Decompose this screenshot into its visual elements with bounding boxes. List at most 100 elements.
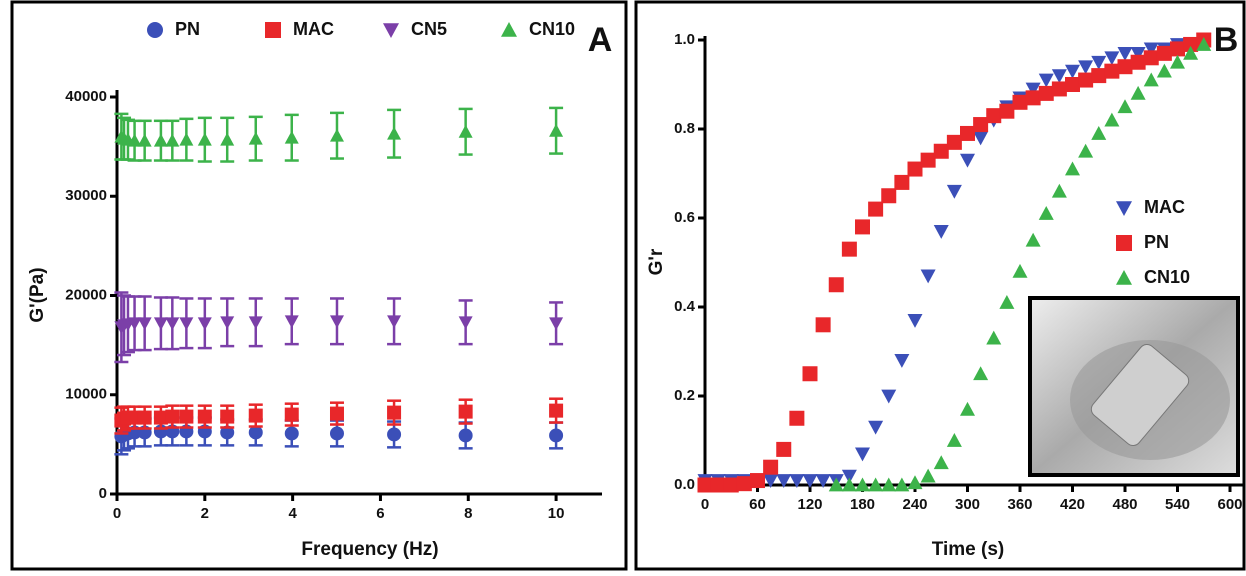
x-tick-label: 180: [850, 496, 875, 513]
marker: [881, 389, 897, 404]
marker: [1025, 82, 1041, 97]
marker: [710, 477, 726, 493]
marker: [841, 241, 857, 257]
x-tick-label: 360: [1007, 496, 1032, 513]
legend-label: MAC: [293, 19, 334, 39]
x-tick-label: 420: [1060, 496, 1085, 513]
marker: [973, 117, 989, 133]
x-tick-label: 0: [113, 505, 121, 522]
marker: [197, 409, 212, 424]
marker: [855, 447, 870, 462]
legend-label: PN: [175, 19, 200, 39]
marker: [549, 123, 564, 137]
marker: [1065, 161, 1080, 176]
y-tick-label: 0.6: [674, 209, 695, 226]
marker: [1104, 51, 1120, 66]
marker: [815, 317, 831, 333]
marker: [220, 409, 235, 424]
marker: [736, 476, 752, 492]
marker: [165, 409, 180, 424]
marker: [458, 428, 473, 443]
marker: [1091, 125, 1107, 140]
marker: [1065, 64, 1080, 79]
y-tick-label: 0.4: [674, 298, 696, 315]
marker: [1078, 72, 1094, 88]
marker: [387, 126, 402, 140]
marker: [329, 406, 344, 421]
marker: [973, 131, 989, 146]
marker: [1091, 55, 1107, 70]
x-tick-label: 4: [288, 505, 297, 522]
marker: [248, 316, 263, 330]
legend-marker: [501, 22, 517, 37]
marker: [815, 474, 831, 489]
marker: [137, 317, 152, 331]
marker: [1130, 54, 1146, 70]
panel-label: A: [588, 21, 613, 59]
legend-marker: [383, 23, 399, 38]
marker: [986, 108, 1002, 124]
marker: [220, 132, 235, 146]
marker: [1183, 45, 1199, 60]
marker: [248, 131, 263, 145]
panel-frame: [10, 0, 628, 571]
marker: [960, 401, 975, 416]
marker: [960, 153, 975, 168]
marker: [220, 316, 235, 330]
marker: [1038, 85, 1054, 101]
marker: [1117, 99, 1133, 114]
x-tick-label: 0: [701, 496, 709, 513]
panel-label: B: [1214, 21, 1239, 59]
marker: [1038, 206, 1054, 220]
marker: [248, 425, 263, 440]
marker: [946, 184, 962, 199]
marker: [828, 477, 844, 492]
marker: [1143, 72, 1159, 87]
marker: [1183, 36, 1199, 52]
legend-label: CN5: [411, 19, 447, 39]
marker: [881, 477, 897, 492]
marker: [153, 133, 168, 147]
legend-marker: [1116, 201, 1132, 216]
x-tick-label: 2: [201, 505, 209, 522]
marker: [1012, 94, 1028, 110]
marker: [329, 426, 344, 441]
marker: [894, 174, 910, 190]
marker: [789, 410, 805, 426]
marker: [802, 366, 818, 382]
marker: [697, 477, 713, 493]
marker: [387, 315, 402, 329]
x-tick-label: 540: [1165, 496, 1190, 513]
marker: [153, 410, 168, 425]
x-tick-label: 300: [955, 496, 980, 513]
marker: [284, 407, 299, 422]
marker: [1156, 45, 1172, 61]
legend-label: PN: [1144, 232, 1169, 252]
marker: [855, 477, 870, 492]
marker: [789, 474, 805, 489]
marker: [1130, 46, 1146, 61]
y-tick-label: 40000: [65, 88, 107, 105]
marker: [868, 420, 884, 435]
marker: [907, 475, 923, 490]
marker: [1051, 183, 1067, 198]
marker: [776, 474, 792, 489]
marker: [907, 313, 923, 328]
marker: [1143, 50, 1159, 66]
marker: [973, 366, 989, 381]
marker: [868, 201, 884, 217]
marker: [1170, 41, 1185, 57]
marker: [197, 132, 212, 146]
marker: [284, 426, 299, 441]
marker: [387, 427, 402, 442]
x-tick-label: 120: [797, 496, 822, 513]
marker: [999, 295, 1015, 309]
marker: [458, 124, 473, 138]
marker: [284, 130, 299, 144]
marker: [1038, 73, 1054, 88]
marker: [1104, 112, 1120, 127]
y-tick-label: 0.0: [674, 476, 695, 493]
marker: [1078, 143, 1094, 158]
marker: [1117, 59, 1133, 75]
y-tick-label: 10000: [65, 386, 107, 403]
